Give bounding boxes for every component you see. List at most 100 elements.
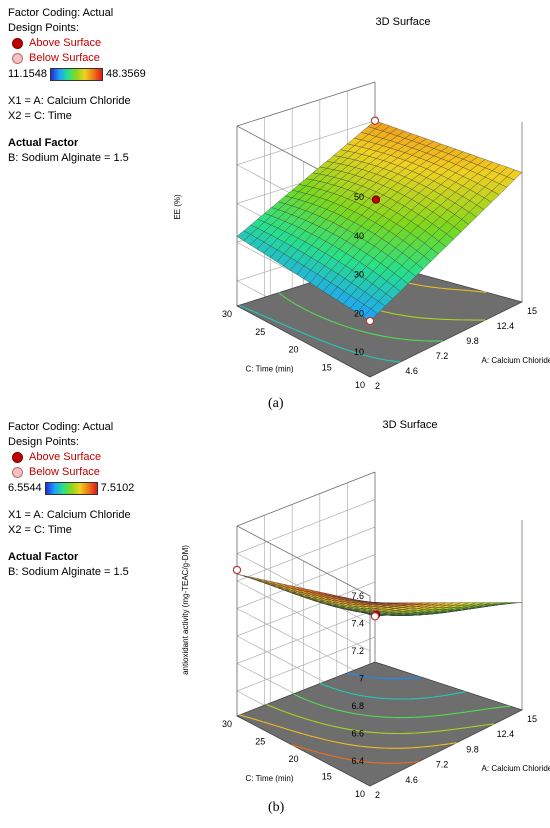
floor-contour	[276, 708, 282, 711]
floor-contour	[340, 690, 346, 693]
floor-contour	[304, 308, 310, 312]
floor-contour	[379, 358, 387, 361]
design-points-label: Design Points:	[8, 22, 79, 34]
floor-contour	[345, 691, 352, 695]
floor-contour	[325, 723, 332, 727]
chart-title: 3D Surface	[382, 419, 437, 431]
floor-contour	[426, 696, 433, 699]
gridline	[236, 581, 376, 637]
actual-factor-value: B: Sodium Alginate = 1.5	[8, 152, 129, 164]
floor-contour	[239, 714, 246, 718]
floor-contour	[303, 733, 310, 737]
floor-contour	[322, 317, 328, 321]
z-tick-label: 40	[354, 231, 364, 241]
floor-contour	[335, 709, 340, 711]
floor-contour	[389, 336, 397, 339]
floor-contour	[439, 743, 445, 746]
floor-contour	[396, 337, 402, 340]
z-tick-label: 6.6	[351, 729, 364, 739]
x-tick-label: 2	[375, 381, 380, 391]
contour-floor	[236, 661, 524, 787]
floor-contour	[345, 348, 351, 352]
floor-contour	[458, 691, 466, 694]
floor-contour	[351, 693, 358, 696]
floor-contour	[286, 711, 292, 715]
floor-contour	[324, 684, 331, 688]
floor-contour	[403, 314, 408, 317]
floor-contour	[301, 747, 308, 750]
floor-contour	[350, 350, 357, 354]
floor-contour	[257, 719, 264, 723]
floor-contour	[309, 735, 316, 738]
floor-contour	[459, 727, 464, 730]
floor-contour	[329, 686, 336, 690]
floor-contour	[323, 340, 330, 344]
z-tick-label: 7.4	[351, 619, 364, 629]
floor-contour	[327, 739, 334, 743]
floor-contour	[296, 715, 303, 719]
floor-contour	[313, 336, 319, 340]
z-axis-label: EE (%)	[173, 194, 182, 220]
box-edge	[236, 525, 371, 597]
floor-contour	[340, 742, 345, 745]
floor-contour	[312, 750, 320, 754]
legend-above: Above Surface	[12, 450, 134, 465]
floor-contour	[370, 333, 377, 336]
floor-contour	[492, 706, 501, 709]
z-tick-label: 20	[354, 308, 364, 318]
floor-contour	[416, 316, 424, 319]
x-tick-label: 2	[375, 790, 380, 800]
floor-contour	[343, 757, 347, 760]
floor-contour	[357, 730, 366, 733]
x-tick-label: 9.8	[466, 744, 479, 754]
floor-contour	[447, 728, 456, 731]
floor-contour	[281, 294, 286, 299]
floor-contour	[339, 709, 346, 713]
floor-contour	[387, 312, 391, 314]
floor-contour	[337, 726, 345, 730]
z-tick-label: 50	[354, 192, 364, 202]
y-tick-label: 30	[222, 719, 232, 729]
y-tick-label: 15	[322, 362, 332, 372]
surface-patch	[507, 602, 523, 604]
floor-contour	[322, 705, 328, 708]
floor-contour	[297, 731, 304, 735]
floor-contour	[333, 344, 340, 348]
z-tick-label: 7.2	[351, 646, 364, 656]
x-tick-label: 9.8	[466, 336, 479, 346]
above-surface-marker-icon	[12, 38, 23, 49]
gridline	[236, 120, 376, 166]
floor-contour	[424, 715, 433, 718]
floor-contour	[331, 755, 338, 758]
floor-contour	[359, 674, 366, 678]
floor-contour	[266, 703, 272, 708]
floor-contour	[438, 729, 447, 732]
floor-contour	[263, 721, 267, 724]
gridline	[236, 554, 376, 609]
floor-contour	[342, 324, 349, 328]
surface-plot-b: 3D Surface 6.4 6.6 6.8 7 7.2 7.4 7.6 2 4.6 7.2 9.8 1…	[181, 419, 550, 800]
floor-contour	[366, 332, 371, 335]
y-tick-label: 25	[255, 327, 265, 337]
floor-contour	[328, 342, 335, 346]
z-tick-label: 7.6	[351, 591, 364, 601]
floor-contour	[414, 716, 424, 718]
floor-contour	[288, 326, 294, 330]
gridline	[236, 636, 376, 692]
floor-contour	[273, 319, 280, 324]
floor-contour	[310, 335, 314, 338]
actual-factor-title: Actual Factor	[8, 551, 79, 563]
floor-contour	[288, 729, 293, 732]
floor-contour	[300, 306, 305, 310]
floor-contour	[331, 725, 338, 728]
floor-contour	[295, 745, 302, 749]
floor-contour	[291, 730, 298, 733]
floor-contour	[423, 317, 431, 320]
surface-plot-a: 3D Surface 10 20 30 40 50 2 4.6 7.2 9.8 12.4 15 10 15…	[173, 16, 550, 391]
floor-contour	[327, 319, 333, 323]
floor-contour	[420, 697, 428, 699]
floor-contour	[403, 338, 411, 341]
actual-factor-value: B: Sodium Alginate = 1.5	[8, 566, 129, 578]
y-tick-label: 10	[355, 789, 365, 799]
colorbar-gradient	[49, 68, 103, 81]
